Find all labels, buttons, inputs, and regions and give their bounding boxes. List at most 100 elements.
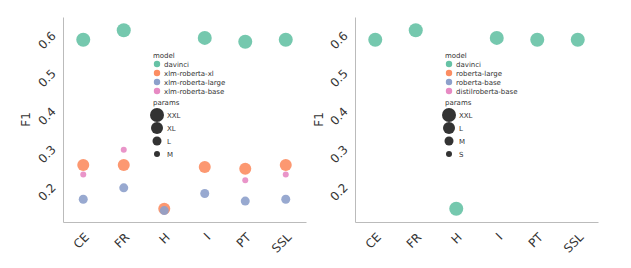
legend-label: distilroberta-base bbox=[456, 88, 518, 96]
y-axis-title: F1 bbox=[19, 112, 33, 127]
x-tick-label: SSL bbox=[269, 230, 295, 256]
plot-area bbox=[368, 23, 585, 215]
legend-label: XXL bbox=[167, 112, 181, 120]
x-axis: CE FR H I PT SSL bbox=[356, 222, 599, 256]
y-tick: 0.5 bbox=[327, 67, 355, 90]
legend-title: params bbox=[445, 99, 472, 107]
legend-swatch bbox=[446, 88, 452, 94]
legend-label: M bbox=[167, 151, 173, 159]
point bbox=[118, 159, 130, 171]
x-tick-label: I bbox=[493, 230, 505, 242]
y-tick-label: 0.3 bbox=[327, 143, 350, 166]
panel: 0.2 0.3 0.4 0.5 0.6 CE FR H I PT SSL F1 modeldavinci… bbox=[312, 18, 599, 256]
y-tick-label: 0.3 bbox=[35, 143, 58, 166]
legend-label: roberta-base bbox=[456, 79, 501, 87]
x-tick-label: PT bbox=[234, 230, 255, 251]
y-tick: 0.4 bbox=[327, 105, 355, 128]
point bbox=[121, 147, 127, 153]
legend-label: L bbox=[167, 138, 171, 146]
y-tick: 0.2 bbox=[327, 181, 355, 204]
legend-label: xlm-roberta-base bbox=[164, 88, 224, 96]
point bbox=[449, 202, 463, 216]
y-tick-label: 0.4 bbox=[327, 105, 350, 128]
x-tick-label: PT bbox=[526, 230, 547, 251]
point bbox=[368, 33, 382, 47]
point bbox=[241, 197, 250, 206]
x-tick-label: H bbox=[157, 230, 173, 246]
y-tick: 0.5 bbox=[35, 67, 63, 90]
legend-size-swatch bbox=[154, 151, 160, 157]
legend-label: S bbox=[459, 151, 464, 159]
legend-size-swatch bbox=[445, 137, 454, 146]
figure: 0.20.30.40.50.6CEFRHIPTSSLF1modeldavinci… bbox=[0, 0, 631, 268]
plot-area bbox=[76, 23, 293, 215]
point bbox=[239, 163, 251, 175]
x-tick: CE bbox=[71, 222, 92, 251]
x-tick: H bbox=[449, 222, 465, 247]
legend-size-swatch bbox=[443, 122, 455, 134]
legend-swatch bbox=[154, 88, 160, 94]
x-tick: FR bbox=[112, 222, 133, 251]
point bbox=[571, 33, 585, 47]
point bbox=[119, 183, 128, 192]
y-axis: 0.20.30.40.50.6 bbox=[35, 18, 63, 223]
x-tick-label: FR bbox=[404, 230, 425, 251]
point bbox=[80, 172, 86, 178]
legend-swatch bbox=[446, 70, 452, 76]
y-tick: 0.6 bbox=[35, 29, 63, 52]
x-tick: SSL bbox=[561, 222, 587, 256]
legend: modeldavincixlm-roberta-xlxlm-roberta-la… bbox=[150, 52, 225, 159]
y-tick-label: 0.2 bbox=[35, 181, 58, 204]
point bbox=[79, 195, 88, 204]
legend-title: model bbox=[445, 52, 467, 60]
legend-label: XXL bbox=[459, 112, 473, 120]
point bbox=[238, 35, 252, 49]
point bbox=[242, 177, 248, 183]
legend: modeldavinciroberta-largeroberta-basedis… bbox=[442, 52, 518, 159]
point bbox=[200, 189, 209, 198]
point bbox=[409, 23, 423, 37]
panel: 0.20.30.40.50.6CEFRHIPTSSLF1modeldavinci… bbox=[19, 18, 307, 256]
x-tick: I bbox=[493, 222, 505, 243]
point bbox=[199, 161, 211, 173]
legend-label: M bbox=[459, 138, 465, 146]
legend-swatch bbox=[154, 79, 160, 85]
point bbox=[160, 206, 169, 215]
point bbox=[198, 31, 212, 45]
x-tick-label: CE bbox=[71, 230, 92, 251]
legend-label: davinci bbox=[164, 61, 189, 69]
point bbox=[490, 31, 504, 45]
point bbox=[280, 159, 292, 171]
y-tick-label: 0.2 bbox=[327, 181, 350, 204]
y-tick: 0.6 bbox=[327, 29, 355, 52]
x-axis: CE FR H I PT SSL bbox=[64, 222, 307, 256]
legend-size-swatch bbox=[446, 151, 452, 157]
y-axis: 0.2 0.3 0.4 0.5 0.6 bbox=[327, 18, 355, 223]
legend-label: XL bbox=[167, 125, 176, 133]
x-tick-label: FR bbox=[112, 230, 133, 251]
legend-swatch bbox=[154, 61, 160, 67]
y-tick: 0.3 bbox=[327, 143, 355, 166]
x-tick: H bbox=[157, 222, 173, 247]
point bbox=[281, 195, 290, 204]
x-tick: SSL bbox=[269, 222, 295, 256]
point bbox=[279, 33, 293, 47]
x-axis-line bbox=[64, 222, 307, 223]
x-tick: CE bbox=[363, 222, 384, 251]
legend-size-swatch bbox=[153, 137, 162, 146]
legend-label: L bbox=[459, 125, 463, 133]
legend-swatch bbox=[446, 79, 452, 85]
point bbox=[530, 33, 544, 47]
legend-label: davinci bbox=[456, 61, 481, 69]
point bbox=[117, 23, 131, 37]
x-tick: FR bbox=[404, 222, 425, 251]
legend-title: model bbox=[153, 52, 175, 60]
legend-size-swatch bbox=[150, 108, 164, 122]
y-axis-title: F1 bbox=[312, 112, 326, 127]
y-tick: 0.2 bbox=[35, 181, 63, 204]
x-tick-label: SSL bbox=[561, 230, 587, 256]
x-tick-label: I bbox=[201, 230, 213, 242]
point bbox=[158, 203, 170, 215]
y-tick-label: 0.6 bbox=[327, 29, 350, 52]
point bbox=[77, 159, 89, 171]
